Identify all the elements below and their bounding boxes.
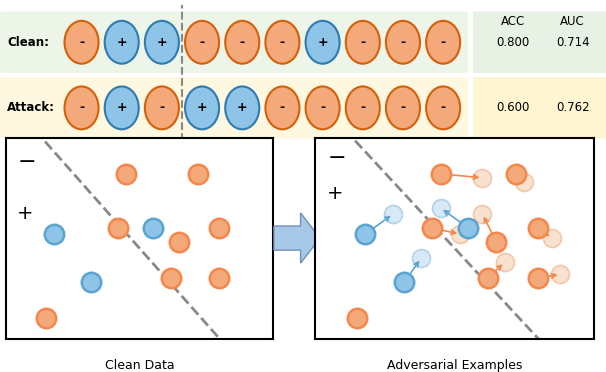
Ellipse shape [145, 21, 179, 64]
FancyBboxPatch shape [0, 12, 468, 73]
Text: -: - [280, 102, 285, 114]
Ellipse shape [386, 21, 420, 64]
Ellipse shape [145, 86, 179, 129]
Text: -: - [79, 36, 84, 49]
Text: -: - [199, 36, 205, 49]
Text: -: - [441, 102, 445, 114]
Ellipse shape [265, 86, 299, 129]
Ellipse shape [265, 21, 299, 64]
Ellipse shape [426, 21, 460, 64]
Text: Clean Data: Clean Data [105, 359, 174, 372]
FancyBboxPatch shape [471, 12, 606, 73]
Ellipse shape [225, 21, 259, 64]
Text: -: - [280, 36, 285, 49]
Text: 0.800: 0.800 [496, 36, 529, 49]
Text: -: - [79, 102, 84, 114]
Text: Adversarial Examples: Adversarial Examples [387, 359, 522, 372]
Text: 0.762: 0.762 [556, 102, 590, 114]
Text: 0.600: 0.600 [496, 102, 530, 114]
Ellipse shape [105, 21, 139, 64]
Text: +: + [16, 205, 33, 224]
Text: +: + [156, 36, 167, 49]
Text: +: + [237, 102, 248, 114]
Ellipse shape [185, 21, 219, 64]
Text: −: − [328, 148, 347, 168]
Text: +: + [116, 102, 127, 114]
Text: ACC: ACC [501, 16, 525, 29]
Ellipse shape [185, 86, 219, 129]
Ellipse shape [64, 21, 99, 64]
Ellipse shape [386, 86, 420, 129]
Text: -: - [320, 102, 325, 114]
Text: +: + [327, 185, 343, 203]
Text: +: + [197, 102, 207, 114]
Ellipse shape [105, 86, 139, 129]
Text: -: - [401, 36, 405, 49]
Ellipse shape [305, 86, 339, 129]
Ellipse shape [225, 86, 259, 129]
Text: AUC: AUC [561, 16, 585, 29]
Text: -: - [441, 36, 445, 49]
FancyArrow shape [274, 213, 320, 263]
Text: Attack:: Attack: [7, 102, 55, 114]
Text: -: - [401, 102, 405, 114]
FancyBboxPatch shape [471, 77, 606, 139]
Text: +: + [318, 36, 328, 49]
Ellipse shape [346, 86, 380, 129]
Text: Clean:: Clean: [7, 36, 49, 49]
Ellipse shape [64, 86, 99, 129]
Text: +: + [116, 36, 127, 49]
Text: -: - [159, 102, 164, 114]
Ellipse shape [346, 21, 380, 64]
Ellipse shape [305, 21, 339, 64]
Text: -: - [240, 36, 245, 49]
Ellipse shape [426, 86, 460, 129]
Text: 0.714: 0.714 [556, 36, 590, 49]
Text: -: - [360, 36, 365, 49]
FancyBboxPatch shape [0, 77, 468, 139]
Text: -: - [360, 102, 365, 114]
Text: −: − [18, 152, 37, 172]
